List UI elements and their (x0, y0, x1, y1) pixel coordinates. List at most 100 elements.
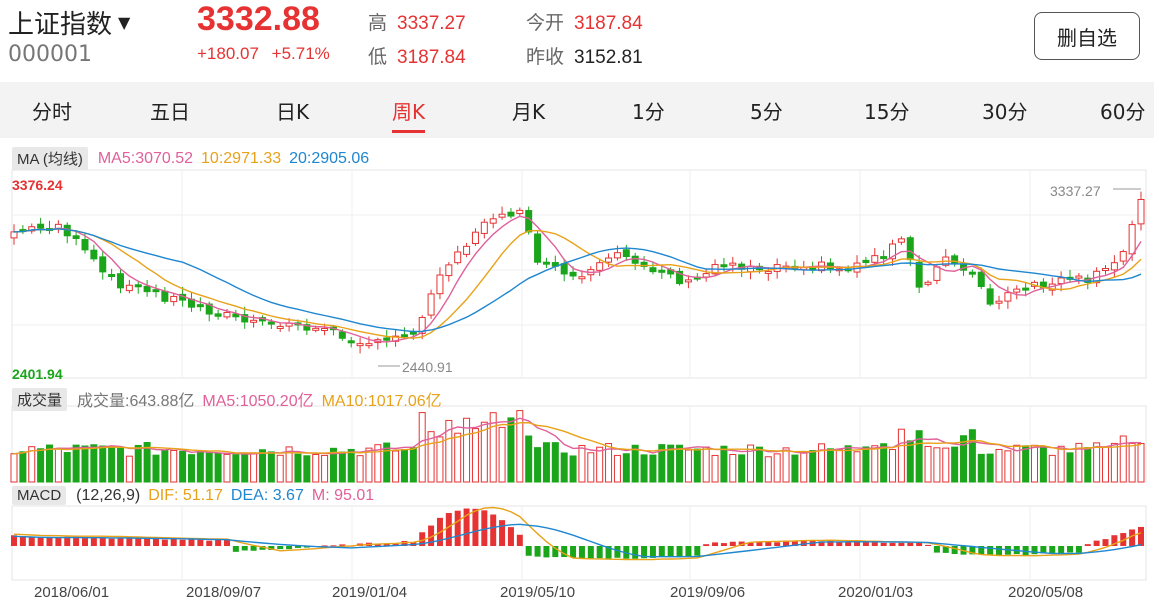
macd-params: (12,26,9) (76, 486, 141, 504)
volume-bar (782, 447, 790, 483)
volume-bar (622, 453, 630, 483)
volume-legend-label[interactable]: 成交量 (12, 387, 68, 411)
macd-bar (161, 539, 168, 546)
macd-bar (250, 546, 257, 551)
volume-bar (285, 446, 293, 483)
prev-close-value: 3152.81 (574, 47, 643, 68)
price-axis-bottom: 2401.94 (12, 366, 63, 382)
volume-bar (81, 445, 89, 483)
candle-body (906, 237, 914, 261)
tab-five-day[interactable]: 五日 (150, 100, 190, 124)
candle-body (241, 314, 249, 323)
macd-bar (321, 545, 328, 547)
date-label: 2018/09/07 (186, 584, 262, 601)
ma5-line (13, 215, 1142, 343)
tab-monthly-k[interactable]: 月K (512, 100, 546, 124)
candle-body (578, 276, 586, 280)
candle-body (915, 261, 923, 288)
ma20-line (13, 228, 1142, 333)
volume-bar (525, 435, 533, 483)
macd-bar (800, 540, 807, 546)
volume-bar (968, 429, 976, 483)
date-label: 2020/05/08 (1008, 584, 1084, 601)
candle-body (400, 334, 408, 338)
candle-body (214, 313, 222, 317)
macd-bar (1049, 546, 1056, 554)
candle-body (649, 267, 657, 273)
macd-bar (978, 546, 985, 555)
candle-body (427, 293, 435, 316)
macd-bar (188, 539, 195, 546)
volume-bar (187, 454, 195, 483)
volume-bar (258, 449, 266, 483)
candle-body (1137, 198, 1145, 225)
tab-30min[interactable]: 30分 (982, 100, 1028, 124)
tab-daily-k[interactable]: 日K (276, 100, 310, 124)
price-change: +180.07 +5.71% (197, 44, 338, 64)
macd-bar (428, 525, 435, 546)
macd-bar (215, 539, 222, 546)
tab-1min[interactable]: 1分 (632, 100, 665, 124)
change-amount: +180.07 (197, 44, 259, 63)
candle-body (223, 311, 231, 318)
tab-weekly-k[interactable]: 周K (392, 96, 426, 133)
volume-bar (54, 448, 62, 483)
macd-legend-label[interactable]: MACD (12, 486, 67, 505)
volume-bar (889, 449, 897, 483)
macd-bar (499, 520, 506, 546)
index-title-dropdown[interactable]: 上证指数 ▼ (8, 4, 130, 41)
volume-bar (826, 448, 834, 483)
candle-body (161, 290, 169, 302)
tab-15min[interactable]: 15分 (864, 100, 910, 124)
macd-bar (1040, 546, 1047, 554)
macd-bar (836, 541, 843, 546)
high-value: 3337.27 (397, 13, 466, 34)
price-axis-top: 3376.24 (12, 177, 63, 193)
candle-body (276, 325, 284, 329)
ma20-value: 20:2905.06 (289, 149, 370, 167)
volume-bar (347, 448, 355, 483)
macd-bar (259, 546, 266, 550)
macd-bar (117, 537, 124, 546)
volume-bar (116, 447, 124, 483)
volume-bar (214, 452, 222, 483)
tab-60min[interactable]: 60分 (1100, 100, 1146, 124)
tab-intraday[interactable]: 分时 (32, 100, 72, 124)
macd-bar (330, 545, 337, 547)
macd-bar (516, 534, 523, 546)
volume-bar (400, 449, 408, 483)
macd-bar (703, 544, 710, 546)
volume-bar (45, 444, 53, 483)
macd-bar (463, 508, 470, 546)
macd-bar (64, 536, 71, 546)
candle-body (196, 304, 204, 308)
volume-bar (1048, 454, 1056, 483)
macd-bar (1075, 546, 1082, 553)
candle-body (170, 295, 178, 303)
macd-bar (179, 539, 186, 546)
candle-body (347, 340, 355, 344)
date-label: 2020/01/03 (838, 584, 914, 601)
volume-bar (321, 454, 329, 483)
macd-bar (374, 543, 381, 546)
date-label: 2018/06/01 (34, 584, 110, 601)
candle-body (383, 337, 391, 341)
macd-bar (197, 539, 204, 546)
ma-legend-label[interactable]: MA (均线) (12, 147, 88, 170)
volume-bar (755, 446, 763, 483)
candle-body (463, 245, 471, 255)
ma10-line (13, 228, 1142, 339)
candle-body (28, 226, 36, 232)
candle-body (622, 249, 630, 258)
remove-watchlist-button[interactable]: 删自选 (1034, 12, 1140, 60)
tab-5min[interactable]: 5分 (750, 100, 783, 124)
candle-body (977, 271, 985, 288)
volume-bar (10, 453, 18, 483)
volume-bar (977, 453, 985, 483)
candle-body (764, 270, 772, 274)
open-value: 3187.84 (574, 13, 643, 34)
volume-bar (63, 452, 71, 483)
macd-bar (81, 536, 88, 546)
candle-body (889, 243, 897, 260)
